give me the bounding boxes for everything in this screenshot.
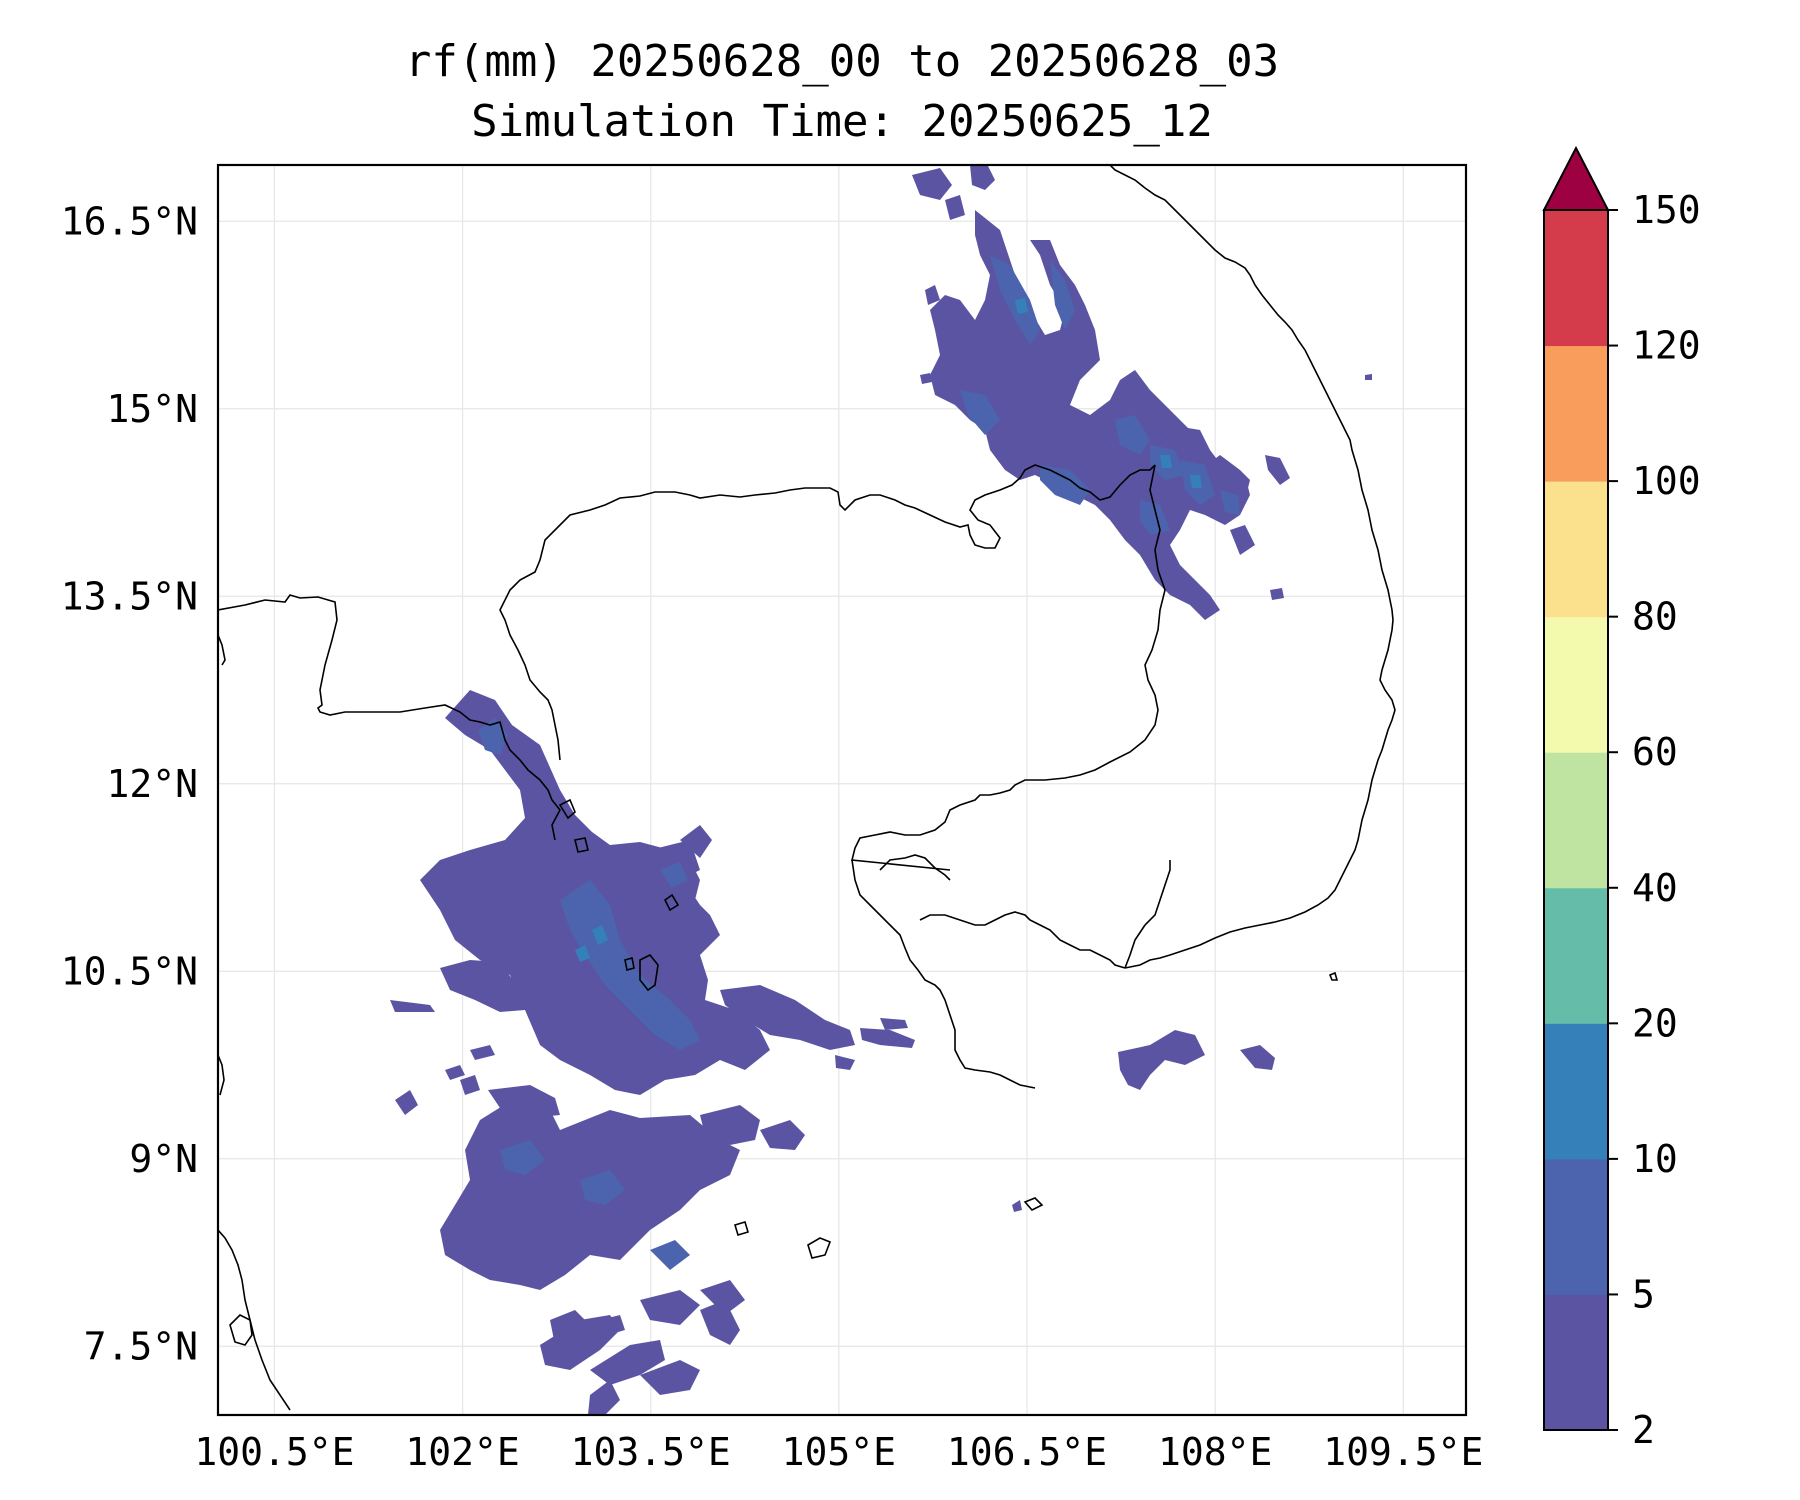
- colorbar-label: 100: [1632, 459, 1701, 503]
- x-axis-ticks: 100.5°E 102°E 103.5°E 105°E 106.5°E 108°E 109.…: [194, 1430, 1483, 1474]
- colorbar-label: 10: [1632, 1137, 1678, 1181]
- colorbar-label: 5: [1632, 1272, 1655, 1316]
- x-tick-label: 105°E: [782, 1430, 896, 1474]
- map-frame: [216, 163, 1468, 1417]
- gridlines: [218, 165, 1466, 1415]
- colorbar-segment: [1544, 1294, 1608, 1431]
- colorbar-segment: [1544, 345, 1608, 482]
- rain-band-highlands-peak: [1015, 298, 1202, 488]
- colorbar-segment: [1544, 887, 1608, 1024]
- rain-band-highlands: [912, 165, 1372, 620]
- colorbar-label: 80: [1632, 595, 1678, 639]
- y-tick-label: 7.5°N: [84, 1324, 198, 1368]
- precip-layer: [390, 165, 1372, 1415]
- colorbar-segment: [1544, 1158, 1608, 1295]
- colorbar-segment: [1544, 752, 1608, 889]
- colorbar-extend-arrow: [1542, 145, 1610, 211]
- colorbar-label: 120: [1632, 324, 1701, 368]
- colorbar-label: 20: [1632, 1001, 1678, 1045]
- y-tick-label: 9°N: [129, 1137, 198, 1181]
- colorbar-label: 2: [1632, 1408, 1655, 1452]
- y-tick-label: 16.5°N: [61, 199, 198, 243]
- colorbar: 2 5 10 20 40 60 80 100 120 150: [1542, 145, 1701, 1452]
- x-tick-label: 103.5°E: [571, 1430, 731, 1474]
- colorbar-label: 150: [1632, 188, 1701, 232]
- rain-band-gulf-peak: [575, 925, 608, 962]
- colorbar-segment: [1544, 1023, 1608, 1160]
- y-tick-label: 10.5°N: [61, 949, 198, 993]
- x-tick-label: 106.5°E: [947, 1430, 1107, 1474]
- colorbar-segment: [1544, 616, 1608, 753]
- x-tick-label: 100.5°E: [194, 1430, 354, 1474]
- x-tick-label: 108°E: [1158, 1430, 1272, 1474]
- rain-band-gulf: [390, 690, 1275, 1415]
- rain-band-gulf-core: [478, 718, 700, 1270]
- map-title: rf(mm) 20250628_00 to 20250628_03: [404, 36, 1280, 87]
- y-tick-label: 15°N: [106, 387, 198, 431]
- y-tick-label: 13.5°N: [61, 574, 198, 618]
- colorbar-segment: [1544, 210, 1608, 347]
- map-subtitle: Simulation Time: 20250625_12: [471, 96, 1213, 147]
- y-tick-label: 12°N: [106, 762, 198, 806]
- colorbar-label: 60: [1632, 730, 1678, 774]
- colorbar-frame: [1543, 209, 1609, 1431]
- x-tick-label: 109.5°E: [1323, 1430, 1483, 1474]
- colorbar-label: 40: [1632, 866, 1678, 910]
- colorbar-segment: [1544, 481, 1608, 618]
- coastline-borders: [218, 165, 1396, 1411]
- y-axis-ticks: 16.5°N 15°N 13.5°N 12°N 10.5°N 9°N 7.5°N: [61, 199, 198, 1368]
- x-tick-label: 102°E: [405, 1430, 519, 1474]
